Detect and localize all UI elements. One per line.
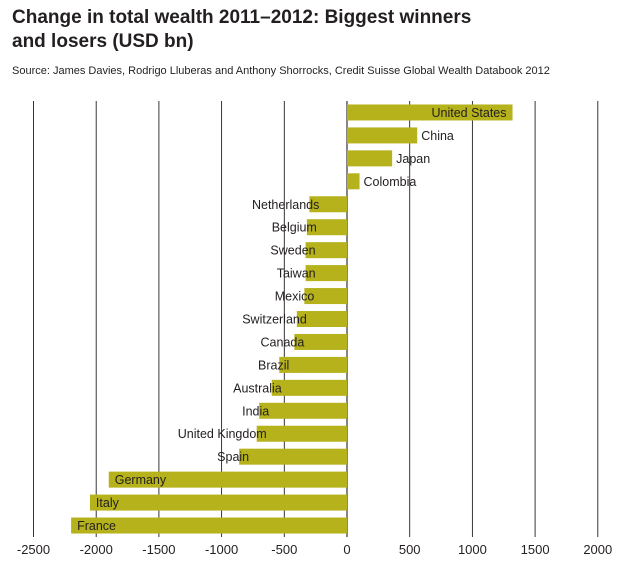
bar-colombia xyxy=(347,173,360,190)
bar-india xyxy=(259,402,347,419)
chart-title: Change in total wealth 2011–2012: Bigges… xyxy=(12,6,612,54)
category-label: Netherlands xyxy=(252,198,319,212)
category-label: Australia xyxy=(233,381,282,395)
category-label: Italy xyxy=(96,496,120,510)
category-labels: United States China Japan Colombia Netherlan… xyxy=(77,106,506,533)
category-label: Belgium xyxy=(272,221,317,235)
x-tick-label: -500 xyxy=(271,542,297,557)
category-label: Japan xyxy=(396,152,430,166)
bars xyxy=(71,104,513,534)
bar-taiwan xyxy=(305,265,347,282)
category-label: Spain xyxy=(217,450,249,464)
bar-netherlands xyxy=(309,196,347,213)
bar-switzerland xyxy=(296,311,347,327)
bar-brazil xyxy=(279,356,347,373)
bar-china xyxy=(347,127,418,144)
bar-italy xyxy=(89,494,348,511)
category-label: Switzerland xyxy=(242,313,307,327)
category-label: France xyxy=(77,519,116,533)
chart-source: Source: James Davies, Rodrigo Lluberas a… xyxy=(12,65,550,77)
bar-belgium xyxy=(306,219,347,236)
bar-spain xyxy=(239,448,347,465)
x-tick-label: -2500 xyxy=(17,542,50,557)
x-tick-label: 500 xyxy=(399,542,421,557)
bar-mexico xyxy=(304,288,347,305)
bar-united-states xyxy=(347,104,513,121)
category-label: United States xyxy=(431,106,506,120)
bar-canada xyxy=(294,333,347,350)
category-label: India xyxy=(242,404,269,418)
category-label: Mexico xyxy=(275,290,315,304)
category-label: Brazil xyxy=(258,358,289,372)
x-tick-label: 1500 xyxy=(521,542,550,557)
x-tick-label: -1500 xyxy=(142,542,175,557)
bar-sweden xyxy=(305,242,347,259)
bar-australia xyxy=(271,379,347,396)
category-label: United Kingdom xyxy=(178,427,267,441)
bar-germany xyxy=(108,471,348,488)
x-tick-label: 2000 xyxy=(583,542,612,557)
bar-united-kingdom xyxy=(256,425,347,442)
category-label: Sweden xyxy=(270,244,315,258)
category-label: Germany xyxy=(115,473,167,487)
x-tick-label: -1000 xyxy=(205,542,238,557)
x-tick-label: 0 xyxy=(343,542,350,557)
category-label: Canada xyxy=(261,335,305,349)
chart-title-line2: and losers (USD bn) xyxy=(12,31,194,52)
category-label: Taiwan xyxy=(277,267,316,281)
category-label: China xyxy=(421,129,454,143)
x-axis-ticks: -2500 -2000 -1500 -1000 -500 0 500 1000 1500 2000 xyxy=(17,542,612,557)
chart-title-line1: Change in total wealth 2011–2012: Bigges… xyxy=(12,7,472,28)
x-tick-label: 1000 xyxy=(458,542,487,557)
x-tick-label: -2000 xyxy=(80,542,113,557)
category-label: Colombia xyxy=(364,175,417,189)
bar-france xyxy=(71,517,348,534)
bar-japan xyxy=(347,150,393,167)
